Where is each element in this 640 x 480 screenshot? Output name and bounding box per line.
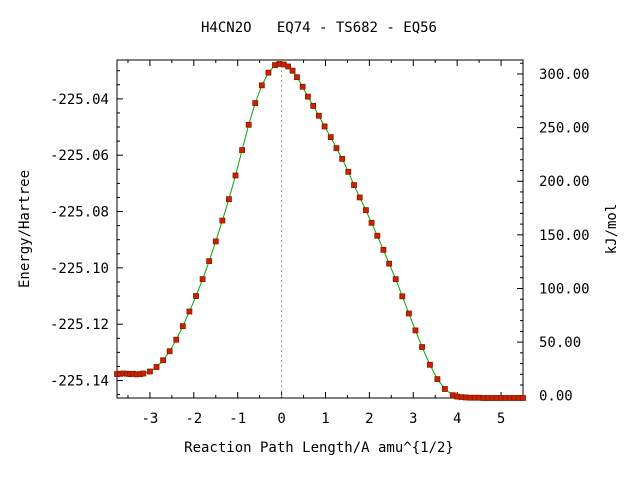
data-point [219,217,226,224]
data-point [193,293,199,299]
data-point [206,258,213,265]
data-point [374,232,381,239]
data-point [441,386,448,392]
x-tick-label: 3 [409,411,417,427]
data-point [147,368,153,375]
data-point [299,83,306,90]
data-point [160,357,166,364]
x-axis-label: Reaction Path Length/A amu^{1/2} [184,440,454,456]
data-point [351,182,357,188]
data-point [186,308,193,315]
data-point [166,348,173,355]
data-point [294,74,300,81]
x-tick-label: 0 [277,411,285,427]
plot-frame [116,59,524,399]
x-tick-label: -2 [185,411,202,427]
data-point [380,246,387,253]
data-point [412,327,419,334]
data-point [362,207,369,214]
y-tick-label: -225.10 [50,261,109,277]
y2-tick-label: 300.00 [539,67,590,83]
y2-tick-label: 0.00 [539,389,573,405]
data-point [258,82,265,89]
data-point [327,134,334,141]
x-tick-label: 5 [497,411,505,427]
x-tick-label: 1 [321,411,329,427]
data-point [333,145,340,152]
data-point [239,147,245,154]
data-point [252,100,259,106]
x-tick-label: 4 [453,411,461,427]
data-point [226,196,232,203]
data-point [345,168,352,175]
data-point [179,323,186,330]
data-point [265,69,272,76]
data-point [339,155,346,162]
data-point [427,361,433,368]
y-axis-label-right: kJ/mol [604,204,620,255]
y2-tick-label: 50.00 [539,335,581,351]
data-point [173,336,180,343]
data-point [419,344,425,350]
data-point [305,93,311,100]
data-point [245,121,252,128]
data-point [434,376,441,383]
data-point [405,310,412,317]
data-point [310,103,317,109]
data-point [199,276,206,283]
data-point [153,364,160,370]
data-point [520,395,526,401]
data-point [356,194,363,201]
data-point [368,219,375,226]
y2-tick-label: 250.00 [539,121,590,137]
data-point [386,260,393,267]
data-point-markers [114,61,526,401]
axis-ticks [117,60,524,398]
axis-tick-labels: -3 -2 -1 0 1 2 3 4 5 -225.14 -225.12 -225.10 -225.08… [50,67,590,427]
data-point [289,67,296,74]
data-point [399,293,406,300]
x-tick-label: 2 [365,411,373,427]
data-point [392,276,399,283]
y-tick-label: -225.08 [50,205,109,221]
y-axis-label-left: Energy/Hartree [17,170,33,288]
y2-tick-label: 200.00 [539,174,590,190]
y-tick-label: -225.06 [50,148,109,164]
y2-tick-label: 150.00 [539,228,590,244]
chart-title: H4CN2O EQ74 - TS682 - EQ56 [201,20,437,36]
x-tick-label: -3 [141,411,158,427]
data-point [140,370,147,377]
data-point [321,123,328,130]
x-tick-label: -1 [229,411,246,427]
y-tick-label: -225.14 [50,374,109,390]
y-tick-label: -225.04 [50,92,109,108]
data-point [315,112,322,119]
y2-tick-label: 100.00 [539,281,590,297]
data-point [285,63,292,70]
y-tick-label: -225.12 [50,317,109,333]
data-point [232,172,239,179]
data-point [212,238,219,245]
